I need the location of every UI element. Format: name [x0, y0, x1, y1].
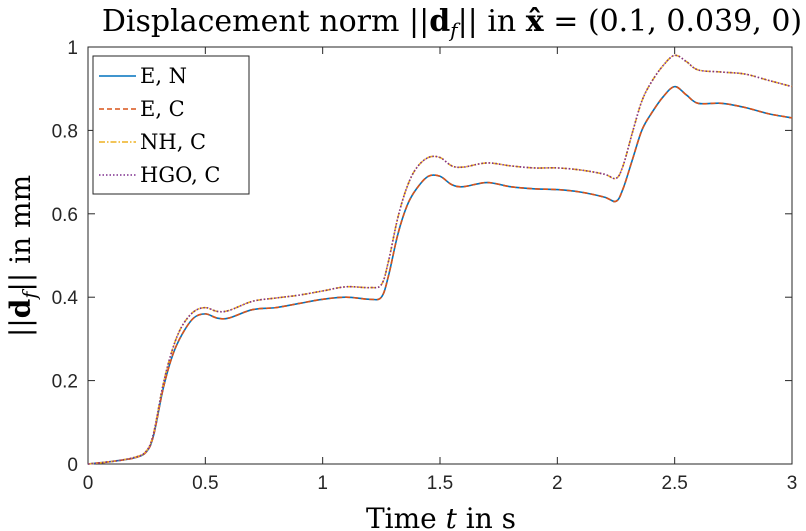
legend-label: E, N: [140, 64, 187, 88]
series-line-e-c: [87, 85, 793, 465]
chart-title: Displacement norm ||df|| in x̂ = (0.1, 0…: [102, 4, 802, 42]
legend-label: HGO, C: [140, 163, 221, 187]
y-tick-label: 0: [67, 455, 78, 476]
x-tick-label: 1: [317, 473, 328, 494]
series-lines-group: [87, 54, 793, 465]
y-tick-label: 0.6: [52, 205, 78, 226]
y-tick-label: 0.8: [52, 121, 78, 142]
x-tick-label: 2: [552, 473, 563, 494]
series-line-hgo-c: [87, 54, 793, 465]
x-tick-label: 0: [83, 473, 94, 494]
legend: E, N E, C NH, C HGO, C: [92, 55, 250, 195]
y-axis-label: ||df|| in mm: [4, 175, 41, 337]
x-tick-label: 0.5: [192, 473, 218, 494]
ticks-group: 0 0.5 1 1.5 2 2.5 3 0 0.2 0.4 0.6 0.8 1: [52, 38, 798, 494]
y-tick-label: 1: [67, 38, 78, 59]
legend-label: E, C: [140, 97, 185, 121]
x-tick-label: 1.5: [427, 473, 453, 494]
x-axis-label: Time t in s: [366, 502, 516, 531]
y-tick-label: 0.4: [52, 288, 79, 309]
legend-label: NH, C: [140, 130, 206, 154]
y-tick-label: 0.2: [52, 372, 78, 393]
legend-box: [92, 55, 250, 195]
x-tick-label: 2.5: [661, 473, 687, 494]
x-tick-label: 3: [787, 473, 798, 494]
